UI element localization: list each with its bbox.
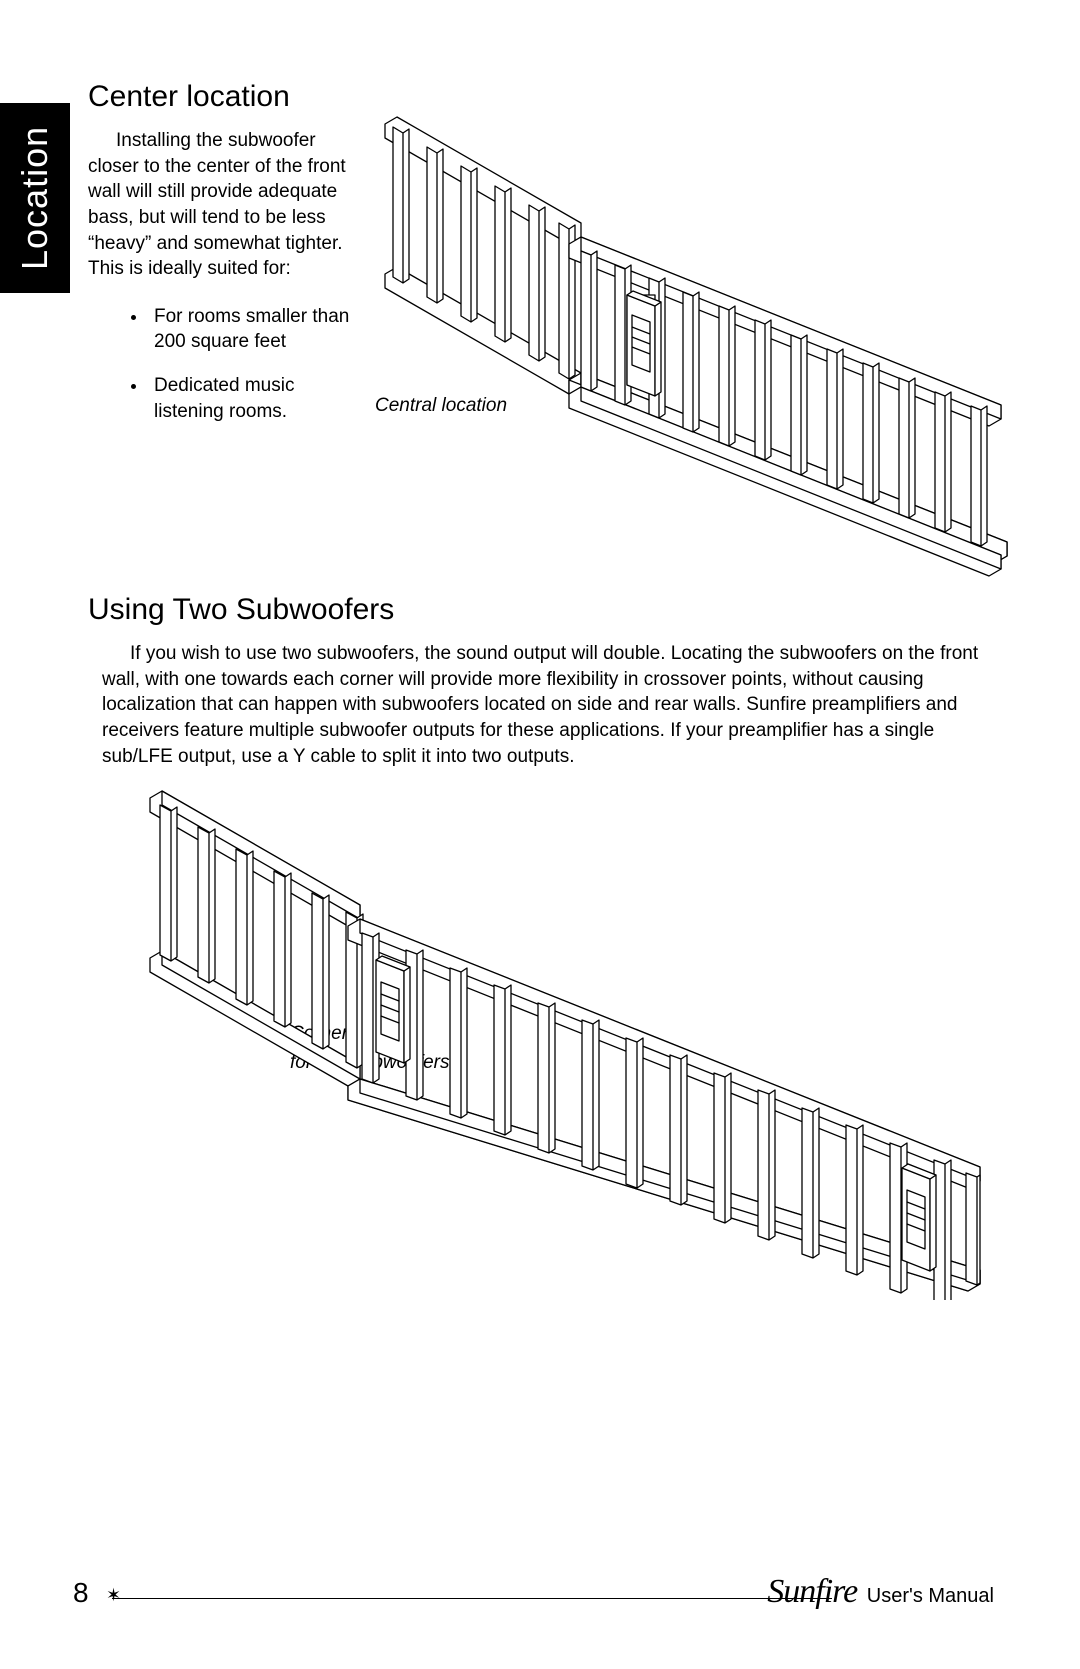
footer-rule xyxy=(112,1598,832,1599)
para-two-subwoofers: If you wish to use two subwoofers, the s… xyxy=(102,641,982,769)
brand-logo-text: Sunfire xyxy=(767,1573,857,1610)
figure-corner-location xyxy=(130,770,1000,1300)
bullet-list: For rooms smaller than 200 square feet D… xyxy=(88,304,358,425)
manual-page: Location Center location Installing the … xyxy=(0,0,1080,1669)
page-footer: 8 ✶ Sunfire User's Manual xyxy=(0,1569,1080,1609)
heading-center-location: Center location xyxy=(88,80,358,114)
bullet-item: Dedicated music listening rooms. xyxy=(148,373,358,424)
page-number: 8 xyxy=(73,1577,89,1609)
heading-two-subwoofers: Using Two Subwoofers xyxy=(88,593,993,627)
figure-central-location xyxy=(375,105,1010,595)
brand-subtitle: User's Manual xyxy=(867,1585,994,1607)
section-tab-location: Location xyxy=(0,103,70,293)
section-center-location: Center location Installing the subwoofer… xyxy=(88,80,358,442)
section-two-subwoofers: Using Two Subwoofers If you wish to use … xyxy=(88,593,993,769)
footer-brand: Sunfire User's Manual xyxy=(767,1573,994,1611)
para-center-location: Installing the subwoofer closer to the c… xyxy=(88,128,358,282)
bullet-item: For rooms smaller than 200 square feet xyxy=(148,304,358,355)
footer-ornament-icon: ✶ xyxy=(106,1585,121,1606)
